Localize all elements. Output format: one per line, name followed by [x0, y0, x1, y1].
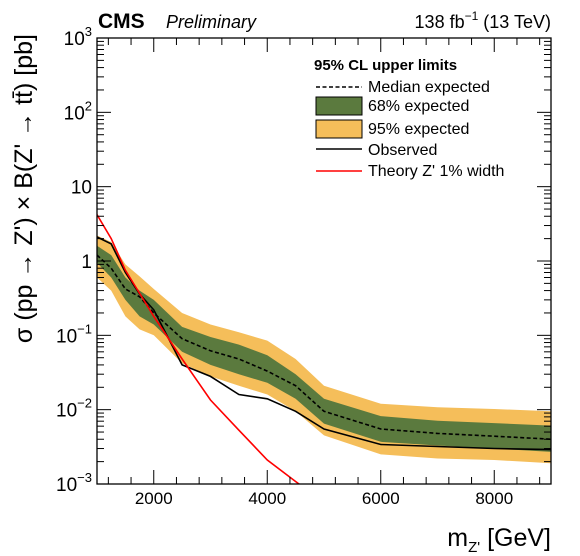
y-tick-label: 10−1	[56, 321, 92, 347]
legend: 95% CL upper limits Median expected 68% …	[314, 57, 504, 180]
status-label: Preliminary	[166, 12, 257, 32]
lumi-label: 138 fb−1 (13 TeV)	[415, 9, 551, 32]
x-axis-title: mZ' [GeV]	[447, 524, 551, 556]
energy-label: (13 TeV)	[483, 12, 551, 32]
y-tick-label: 103	[64, 24, 92, 50]
x-tick-label: 4000	[248, 489, 286, 508]
x-axis-title-unit: [GeV]	[487, 524, 551, 552]
x-axis-title-sub: Z'	[468, 539, 480, 556]
legend-label-68: 68% expected	[368, 98, 469, 115]
legend-label-95: 95% expected	[368, 121, 469, 138]
observed-line	[97, 236, 551, 451]
legend-key-95	[315, 119, 363, 139]
y-tick-label: 102	[64, 98, 92, 124]
y-tick-label: 10−3	[56, 470, 92, 496]
legend-title: 95% CL upper limits	[314, 57, 457, 74]
plot-area: 2000 4000 6000 8000 10−3 10−2 10−1 1 10 102 103	[56, 24, 552, 508]
y-tick-label: 10−2	[56, 396, 92, 422]
legend-label-theory: Theory Z' 1% width	[368, 163, 504, 180]
x-tick-label: 2000	[135, 489, 173, 508]
experiment-label: CMS	[98, 10, 145, 33]
theory-line	[97, 214, 301, 484]
x-axis-title-main: m	[447, 524, 468, 552]
y-axis-title: σ (pp → Z') × B(Z' → tt̄) [pb]	[10, 34, 38, 343]
lumi-value: 138 fb	[415, 12, 465, 32]
lumi-exponent: −1	[465, 9, 479, 23]
x-tick-label: 8000	[475, 489, 513, 508]
legend-label-observed: Observed	[368, 142, 437, 159]
plot-frame	[96, 37, 552, 485]
y-tick-label: 10	[71, 178, 92, 199]
legend-key-68	[315, 96, 363, 116]
y-tick-label: 1	[81, 252, 92, 273]
legend-label-median: Median expected	[368, 79, 490, 96]
x-tick-label: 6000	[362, 489, 400, 508]
median-expected-line	[97, 254, 551, 440]
